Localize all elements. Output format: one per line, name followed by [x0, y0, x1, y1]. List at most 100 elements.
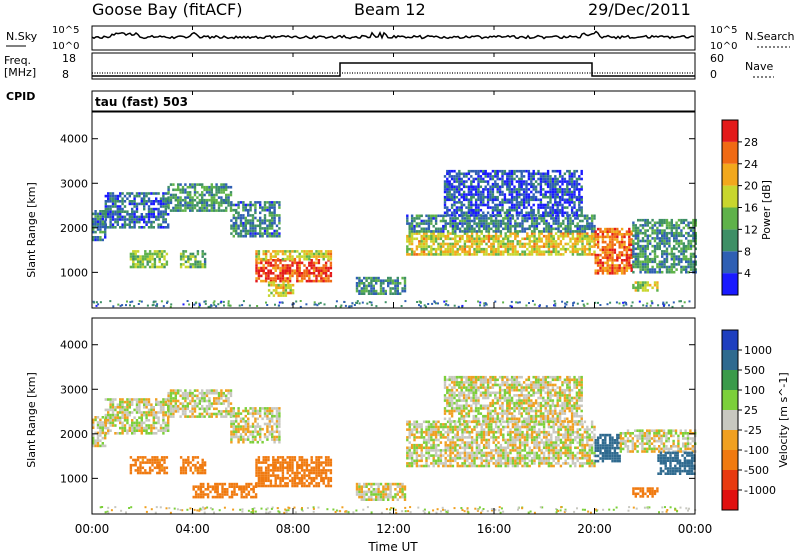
heatmap-cell	[665, 218, 669, 222]
heatmap-cell	[514, 247, 517, 251]
heatmap-cell	[551, 188, 555, 191]
heatmap-cell	[140, 197, 143, 200]
heatmap-cell	[534, 214, 538, 217]
heatmap-cell	[274, 463, 277, 467]
heatmap-cell	[201, 204, 204, 207]
heatmap-cell	[156, 466, 159, 470]
heatmap-cell	[611, 230, 614, 233]
heatmap-cell	[470, 195, 473, 199]
heatmap-cell	[272, 289, 276, 292]
heatmap-cell	[268, 221, 271, 225]
heatmap-cell	[291, 257, 294, 261]
heatmap-cell	[104, 236, 107, 239]
heatmap-cell	[104, 233, 107, 236]
heatmap-cell	[256, 440, 259, 444]
heatmap-cell	[625, 253, 629, 257]
heatmap-cell	[191, 183, 194, 186]
heatmap-cell	[522, 214, 526, 217]
heatmap-cell	[506, 245, 510, 248]
heatmap-cell	[119, 411, 122, 414]
heatmap-cell	[126, 413, 129, 417]
heatmap-cell	[491, 177, 495, 181]
heatmap-cell	[692, 252, 695, 256]
heatmap-cell	[644, 218, 647, 222]
heatmap-cell	[305, 469, 309, 472]
heatmap-cell	[160, 456, 164, 459]
heatmap-cell	[547, 245, 551, 248]
heatmap-cell	[232, 427, 235, 431]
heatmap-cell	[344, 304, 347, 307]
heatmap-cell	[249, 219, 252, 222]
heatmap-cell	[458, 180, 461, 183]
heatmap-cell	[313, 301, 316, 304]
heatmap-cell	[310, 261, 313, 265]
heatmap-cell	[251, 219, 255, 222]
heatmap-cell	[191, 399, 194, 403]
heatmap-cell	[324, 474, 328, 477]
heatmap-cell	[581, 224, 584, 228]
heatmap-cell	[152, 200, 155, 203]
heatmap-cell	[203, 260, 207, 264]
heatmap-cell	[638, 300, 641, 303]
heatmap-cell	[123, 226, 127, 229]
heatmap-cell	[126, 223, 129, 226]
heatmap-cell	[114, 419, 117, 422]
heatmap-cell	[472, 203, 475, 207]
heatmap-cell	[537, 182, 540, 186]
heatmap-cell	[153, 263, 157, 266]
heatmap-cell	[458, 206, 461, 209]
heatmap-cell	[213, 201, 216, 205]
heatmap-cell	[396, 289, 399, 293]
heatmap-cell	[101, 212, 104, 216]
heatmap-cell	[239, 438, 243, 441]
heatmap-cell	[432, 232, 435, 235]
heatmap-cell	[554, 180, 557, 183]
heatmap-cell	[179, 466, 183, 470]
heatmap-cell	[618, 253, 621, 257]
heatmap-cell	[191, 391, 194, 395]
heatmap-cell	[136, 469, 140, 472]
heatmap-cell	[590, 222, 594, 225]
heatmap-cell	[557, 234, 560, 238]
heatmap-cell	[510, 175, 514, 178]
heatmap-cell	[458, 175, 461, 178]
heatmap-cell	[448, 182, 451, 186]
heatmap-cell	[172, 404, 175, 408]
heatmap-cell	[308, 474, 311, 477]
heatmap-cell	[281, 469, 285, 472]
heatmap-cell	[546, 206, 550, 209]
heatmap-cell	[503, 195, 507, 199]
heatmap-cell	[296, 469, 299, 472]
heatmap-cell	[509, 222, 512, 225]
heatmap-cell	[646, 218, 649, 222]
heatmap-cell	[255, 264, 258, 267]
heatmap-cell	[181, 191, 185, 194]
heatmap-cell	[442, 232, 445, 235]
heatmap-cell	[123, 411, 127, 414]
heatmap-cell	[663, 265, 666, 269]
heatmap-cell	[455, 188, 459, 191]
heatmap-cell	[299, 305, 302, 308]
heatmap-cell	[566, 224, 570, 228]
heatmap-cell	[123, 426, 127, 430]
heatmap-cell	[199, 263, 202, 266]
heatmap-cell	[458, 240, 462, 243]
heatmap-cell	[138, 218, 141, 221]
heatmap-cell	[521, 217, 524, 220]
heatmap-cell	[581, 240, 584, 243]
heatmap-cell	[656, 221, 659, 225]
heatmap-cell	[329, 461, 333, 464]
heatmap-cell	[370, 279, 373, 282]
y-tick-label: 4000	[60, 133, 88, 146]
heatmap-cell	[613, 230, 617, 233]
heatmap-cell	[538, 217, 541, 220]
heatmap-cell	[502, 240, 505, 243]
heatmap-cell	[194, 255, 197, 258]
heatmap-cell	[668, 270, 671, 274]
heatmap-cell	[155, 421, 158, 425]
heatmap-cell	[320, 274, 323, 278]
heatmap-cell	[107, 207, 110, 211]
heatmap-cell	[145, 411, 148, 414]
heatmap-cell	[478, 217, 481, 220]
heatmap-cell	[186, 394, 189, 398]
